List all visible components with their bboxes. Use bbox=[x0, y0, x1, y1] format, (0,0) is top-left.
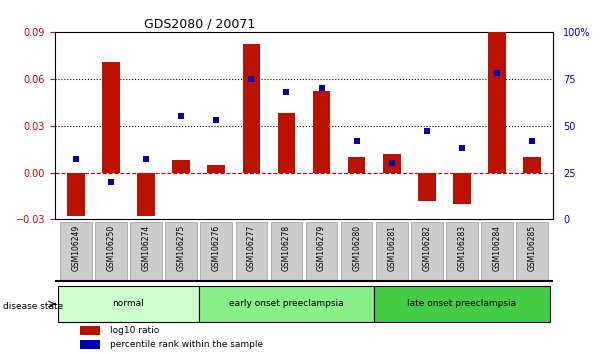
Bar bbox=[348, 157, 365, 172]
Point bbox=[527, 138, 537, 143]
FancyBboxPatch shape bbox=[235, 222, 267, 281]
Text: GSM106279: GSM106279 bbox=[317, 225, 326, 271]
FancyBboxPatch shape bbox=[271, 222, 302, 281]
Bar bbox=[80, 341, 100, 349]
Bar bbox=[453, 172, 471, 204]
Bar bbox=[313, 91, 330, 172]
FancyBboxPatch shape bbox=[411, 222, 443, 281]
Text: GSM106274: GSM106274 bbox=[142, 225, 151, 271]
Text: log10 ratio: log10 ratio bbox=[109, 326, 159, 335]
Point bbox=[282, 89, 291, 95]
Point bbox=[71, 156, 81, 162]
Text: percentile rank within the sample: percentile rank within the sample bbox=[109, 341, 263, 349]
Text: GDS2080 / 20071: GDS2080 / 20071 bbox=[145, 18, 256, 31]
Bar bbox=[172, 160, 190, 172]
Text: normal: normal bbox=[112, 299, 144, 308]
Text: late onset preeclampsia: late onset preeclampsia bbox=[407, 299, 517, 308]
Bar bbox=[488, 32, 506, 172]
Point bbox=[317, 85, 326, 91]
Bar bbox=[383, 154, 401, 172]
Point bbox=[352, 138, 362, 143]
FancyBboxPatch shape bbox=[516, 222, 548, 281]
FancyBboxPatch shape bbox=[306, 222, 337, 281]
Text: GSM106275: GSM106275 bbox=[176, 225, 185, 271]
Point bbox=[387, 160, 396, 166]
Bar bbox=[67, 172, 85, 216]
FancyBboxPatch shape bbox=[446, 222, 478, 281]
Bar bbox=[137, 172, 155, 216]
FancyBboxPatch shape bbox=[482, 222, 513, 281]
Bar bbox=[243, 44, 260, 172]
Point bbox=[422, 129, 432, 134]
Point bbox=[176, 113, 186, 119]
FancyBboxPatch shape bbox=[130, 222, 162, 281]
Text: GSM106277: GSM106277 bbox=[247, 225, 256, 271]
Point bbox=[457, 145, 467, 151]
Point bbox=[212, 117, 221, 123]
Bar bbox=[207, 165, 225, 172]
FancyBboxPatch shape bbox=[374, 286, 550, 322]
Point bbox=[492, 70, 502, 76]
Bar bbox=[278, 113, 295, 172]
FancyBboxPatch shape bbox=[201, 222, 232, 281]
Point bbox=[141, 156, 151, 162]
FancyBboxPatch shape bbox=[58, 286, 199, 322]
Text: GSM106280: GSM106280 bbox=[352, 225, 361, 271]
Bar bbox=[80, 326, 100, 335]
Bar bbox=[418, 172, 436, 201]
Point bbox=[106, 179, 116, 185]
Text: GSM106282: GSM106282 bbox=[423, 225, 432, 271]
FancyBboxPatch shape bbox=[376, 222, 407, 281]
Text: GSM106285: GSM106285 bbox=[528, 225, 537, 271]
Text: GSM106250: GSM106250 bbox=[106, 225, 116, 271]
FancyBboxPatch shape bbox=[165, 222, 197, 281]
FancyBboxPatch shape bbox=[95, 222, 126, 281]
Point bbox=[246, 76, 256, 81]
FancyBboxPatch shape bbox=[60, 222, 92, 281]
Text: GSM106281: GSM106281 bbox=[387, 225, 396, 271]
FancyBboxPatch shape bbox=[341, 222, 373, 281]
Text: GSM106249: GSM106249 bbox=[71, 225, 80, 271]
Text: GSM106283: GSM106283 bbox=[457, 225, 466, 271]
Text: disease state: disease state bbox=[3, 302, 63, 311]
FancyBboxPatch shape bbox=[199, 286, 374, 322]
Text: early onset preeclampsia: early onset preeclampsia bbox=[229, 299, 344, 308]
Text: GSM106284: GSM106284 bbox=[492, 225, 502, 271]
Text: GSM106276: GSM106276 bbox=[212, 225, 221, 271]
Text: GSM106278: GSM106278 bbox=[282, 225, 291, 271]
Bar bbox=[523, 157, 541, 172]
Bar bbox=[102, 62, 120, 172]
